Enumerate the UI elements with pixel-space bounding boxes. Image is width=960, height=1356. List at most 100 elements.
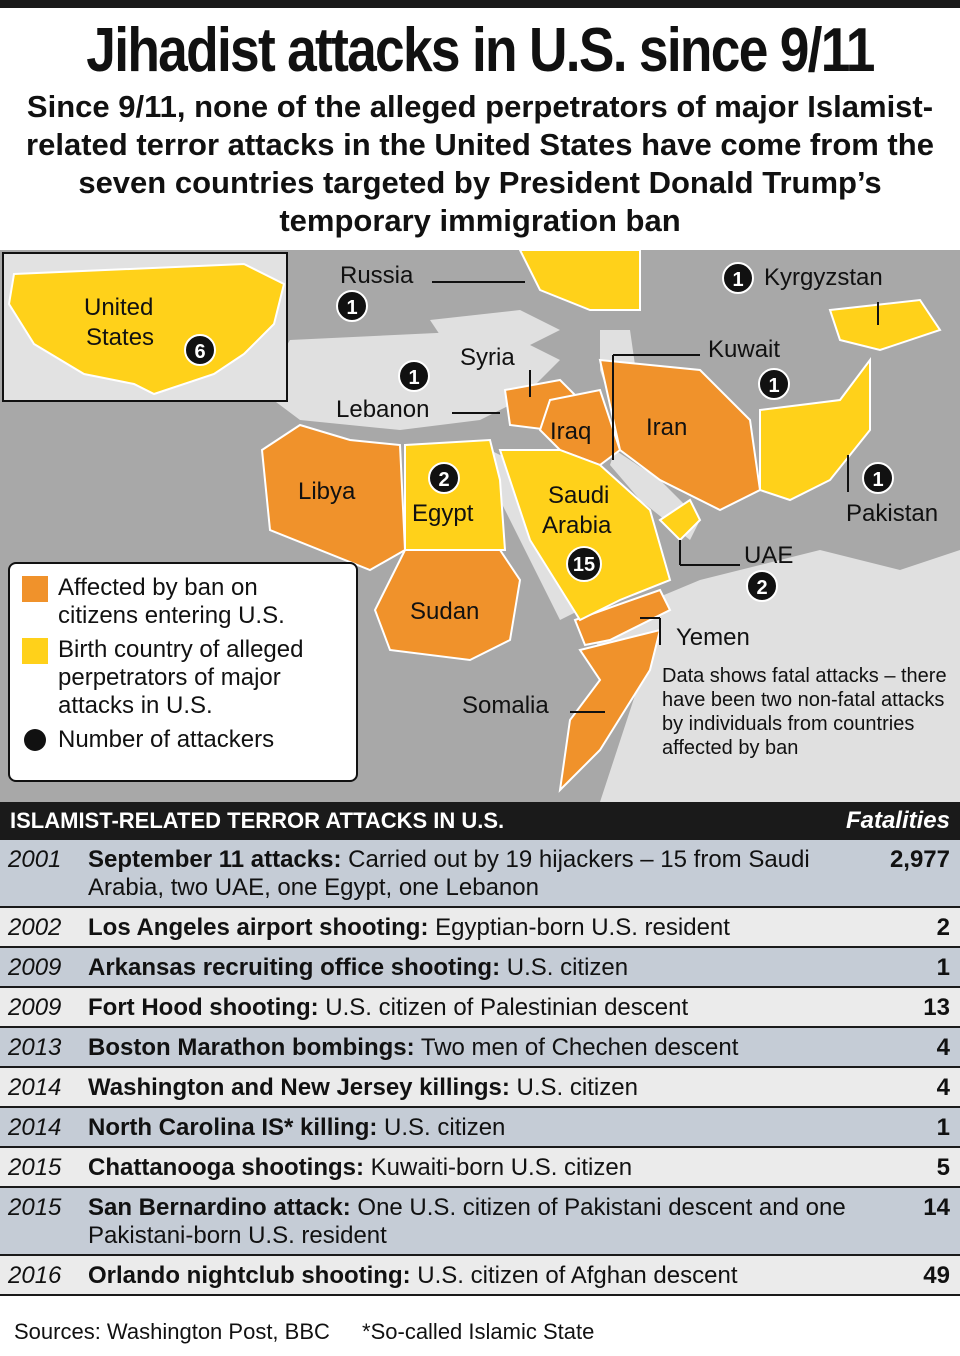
page-title: Jihadist attacks in U.S. since 9/11 [86,16,875,85]
row-year: 2009 [8,954,62,981]
count-kyrgyzstan: 1 [722,262,754,294]
row-attack-name: North Carolina IS* killing: [88,1114,378,1141]
table-header: ISLAMIST-RELATED TERROR ATTACKS IN U.S. … [0,802,960,840]
row-fatalities: 5 [936,1154,950,1181]
table-row: 2016 Orlando nightclub shooting: U.S. cit… [0,1256,960,1296]
label-yemen: Yemen [676,624,750,651]
label-kyrgyzstan: Kyrgyzstan [764,264,883,291]
uae-shape [658,498,702,542]
label-somalia: Somalia [462,692,549,719]
table-row: 2014 Washington and New Jersey killings: … [0,1068,960,1108]
row-description: North Carolina IS* killing: U.S. citizen [88,1114,860,1142]
table-row: 2009 Fort Hood shooting: U.S. citizen of … [0,988,960,1028]
row-attack-detail: U.S. citizen [500,954,629,981]
label-uae: UAE [744,542,794,569]
row-attack-detail: Two men of Chechen descent [414,1034,739,1061]
row-year: 2001 [8,846,62,873]
legend-dot-icon [24,729,46,751]
map: United States 6 Russia 1 1 Kyrgyzstan Sy… [0,250,960,802]
black-sea [430,310,560,350]
row-attack-name: Fort Hood shooting: [88,994,319,1021]
row-description: Orlando nightclub shooting: U.S. citizen… [88,1262,860,1290]
legend-row-count: Number of attackers [22,726,344,754]
attacks-table: ISLAMIST-RELATED TERROR ATTACKS IN U.S. … [0,802,960,1296]
label-sudan: Sudan [410,598,480,625]
row-attack-name: Chattanooga shootings: [88,1154,364,1181]
map-note: Data shows fatal attacks – there have be… [662,665,947,759]
row-attack-name: Orlando nightclub shooting: [88,1262,411,1289]
row-attack-detail: Kuwaiti-born U.S. citizen [363,1154,633,1181]
legend: Affected by ban on citizens entering U.S… [8,562,358,782]
row-description: Chattanooga shootings: Kuwaiti-born U.S.… [88,1154,860,1182]
row-attack-detail: U.S. citizen [509,1074,638,1101]
table-body: 2001 September 11 attacks: Carried out by… [0,840,960,1296]
pakistan-shape [759,357,871,502]
row-year: 2002 [8,914,62,941]
row-description: Washington and New Jersey killings: U.S.… [88,1074,860,1102]
row-fatalities: 4 [936,1074,950,1101]
label-iran: Iran [646,414,688,441]
row-year: 2013 [8,1034,62,1061]
kyrgyzstan-shape [828,298,942,352]
table-row: 2001 September 11 attacks: Carried out by… [0,840,960,908]
row-year: 2014 [8,1074,62,1101]
russia-shape [518,250,641,311]
row-attack-name: San Bernardino attack: [88,1194,351,1221]
count-lebanon: 1 [398,360,430,392]
top-bar [0,0,960,8]
label-pakistan: Pakistan [846,500,939,527]
count-saudi: 15 [566,546,602,582]
row-year: 2015 [8,1154,62,1181]
row-fatalities: 14 [923,1194,950,1221]
row-attack-detail: One U.S. citizen of Pakistani descent an… [88,1194,846,1249]
us-shape [7,262,286,396]
map-graphic [260,250,960,802]
row-year: 2014 [8,1114,62,1141]
label-syria: Syria [460,344,515,371]
label-saudi-2: Arabia [542,512,612,539]
row-fatalities: 4 [936,1034,950,1061]
row-attack-detail: U.S. citizen of Afghan descent [410,1262,738,1289]
footer-sources: Sources: Washington Post, BBC [14,1319,330,1344]
row-description: Los Angeles airport shooting: Egyptian-b… [88,914,860,942]
count-kuwait: 1 [758,368,790,400]
legend-text-ban: Affected by ban on citizens entering U.S… [58,574,285,629]
yemen-shape [573,588,672,647]
label-lebanon: Lebanon [336,396,430,423]
row-attack-detail: U.S. citizen [377,1114,506,1141]
row-fatalities: 1 [936,1114,950,1141]
row-attack-name: September 11 attacks: [88,846,342,873]
count-us: 6 [184,334,216,366]
table-row: 2013 Boston Marathon bombings: Two men of… [0,1028,960,1068]
us-inset: United States 6 [2,252,288,402]
row-attack-name: Arkansas recruiting office shooting: [88,954,501,981]
table-header-fatalities: Fatalities [845,807,950,834]
label-libya: Libya [298,478,356,505]
subtitle: Since 9/11, none of the alleged perpetra… [26,89,934,238]
row-fatalities: 13 [923,994,950,1021]
arabian-sea [580,550,960,802]
row-attack-name: Washington and New Jersey killings: [88,1074,510,1101]
row-attack-detail: Egyptian-born U.S. resident [428,914,730,941]
row-attack-name: Boston Marathon bombings: [88,1034,415,1061]
saudi-shape [498,449,672,622]
legend-text-birth: Birth country of alleged perpetrators of… [58,636,304,719]
label-egypt: Egypt [412,500,474,527]
table-row: 2015 Chattanooga shootings: Kuwaiti-born … [0,1148,960,1188]
table-header-title: ISLAMIST-RELATED TERROR ATTACKS IN U.S. [10,808,505,833]
label-iraq: Iraq [550,418,592,445]
table-row: 2002 Los Angeles airport shooting: Egypti… [0,908,960,948]
row-fatalities: 49 [923,1262,950,1289]
row-fatalities: 2,977 [889,846,950,873]
row-attack-detail: U.S. citizen of Palestinian descent [318,994,689,1021]
legend-swatch-ban [22,576,48,602]
row-description: Fort Hood shooting: U.S. citizen of Pale… [88,994,860,1022]
libya-shape [260,423,407,572]
row-fatalities: 1 [936,954,950,981]
legend-text-count: Number of attackers [58,726,275,753]
row-description: Arkansas recruiting office shooting: U.S… [88,954,860,982]
egypt-shape [404,438,507,551]
row-year: 2009 [8,994,62,1021]
label-kuwait: Kuwait [708,336,781,363]
row-attack-detail: Carried out by 19 hijackers – 15 from Sa… [88,846,810,901]
